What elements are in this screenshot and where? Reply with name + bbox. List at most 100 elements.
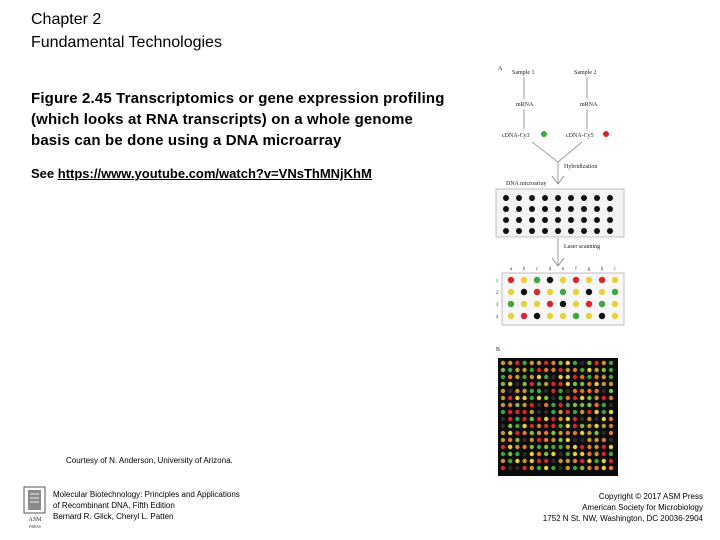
photo-spot: [508, 360, 513, 366]
svg-text:PRESS: PRESS: [29, 524, 41, 529]
photo-spot: [601, 402, 606, 408]
photo-spot: [529, 423, 534, 429]
photo-spot: [565, 374, 570, 380]
photo-spot: [608, 388, 614, 394]
photo-spot: [558, 416, 563, 422]
photo-spot: [594, 430, 599, 436]
scanned-spot: [585, 288, 593, 296]
scanned-spot: [507, 288, 515, 296]
photo-spot: [572, 374, 578, 380]
photo-spot: [500, 360, 506, 366]
dna-microarray-spots: [503, 195, 613, 234]
photo-spot: [522, 395, 527, 401]
photo-spot: [536, 437, 542, 443]
book-line-1: Molecular Biotechnology: Principles and …: [53, 490, 240, 499]
row-label: 2: [496, 291, 499, 296]
photo-spot: [580, 374, 585, 380]
photo-spot: [515, 402, 520, 408]
photo-spot: [551, 423, 556, 429]
photo-spot: [565, 451, 570, 457]
photo-spot: [587, 451, 592, 457]
photo-spot: [565, 402, 570, 408]
photo-spot: [536, 458, 542, 464]
photo-spot: [529, 395, 534, 401]
photo-spot: [587, 437, 592, 443]
video-link[interactable]: https://www.youtube.com/watch?v=VNsThMNj…: [57, 166, 372, 181]
photo-spot: [601, 437, 606, 443]
photo-spot: [587, 409, 592, 415]
scanned-spot: [507, 300, 515, 308]
array-spot: [555, 217, 561, 223]
photo-spot: [508, 437, 513, 443]
photo-spot: [522, 367, 527, 373]
copyright-line-3: 1752 N St. NW, Washington, DC 20036-2904: [542, 514, 703, 523]
photo-spot: [580, 423, 585, 429]
photo-spot: [558, 423, 563, 429]
scanned-spot: [598, 288, 606, 296]
arrowhead-laser: [551, 257, 565, 267]
photo-spot: [544, 423, 549, 429]
photo-spot: [522, 451, 527, 457]
photo-spot: [558, 451, 563, 457]
photo-spot: [515, 367, 520, 373]
scanned-spot: [507, 312, 515, 320]
photo-spot: [601, 388, 606, 394]
see-prefix: See: [31, 166, 58, 181]
photo-spot: [580, 465, 585, 471]
scanned-array-spots: [507, 276, 619, 320]
photo-spot: [529, 374, 534, 380]
photo-spot: [522, 437, 527, 443]
photo-spot: [580, 430, 585, 436]
photo-spot: [558, 458, 563, 464]
photo-spot: [565, 388, 570, 394]
photo-spot: [529, 416, 534, 422]
photo-spot: [536, 388, 542, 394]
photo-spot: [500, 388, 506, 394]
column-label: a: [510, 267, 513, 272]
photo-spot: [587, 388, 592, 394]
photo-spot: [536, 402, 542, 408]
array-spot: [607, 228, 613, 234]
laser-scanning-label: Laser scanning: [564, 244, 600, 250]
photo-spot: [580, 458, 585, 464]
scanned-spot: [520, 288, 528, 296]
photo-spot: [529, 402, 534, 408]
photo-spot: [500, 444, 506, 450]
array-spot: [516, 206, 522, 212]
photo-spot: [515, 395, 520, 401]
photo-spot: [529, 465, 534, 471]
cdna-cy3-label: cDNA-Cy3: [502, 133, 530, 139]
array-spot: [568, 206, 574, 212]
photo-spot: [572, 458, 578, 464]
photo-spot: [580, 367, 585, 373]
photo-spot: [601, 444, 606, 450]
array-spot: [581, 195, 587, 201]
photo-spot: [558, 402, 563, 408]
photo-spot: [515, 451, 520, 457]
photo-spot: [522, 430, 527, 436]
scanned-spot: [533, 312, 541, 320]
photo-spot: [608, 395, 614, 401]
photo-spot: [572, 465, 578, 471]
scanned-spot: [611, 288, 619, 296]
photo-spot: [529, 409, 534, 415]
photo-spot: [558, 437, 563, 443]
photo-spot: [594, 360, 599, 366]
scanned-spot: [598, 276, 606, 284]
array-spot: [542, 217, 548, 223]
photo-spot: [529, 381, 534, 387]
photo-spot: [572, 416, 578, 422]
photo-spot: [580, 409, 585, 415]
scanned-spot: [520, 276, 528, 284]
photo-spot: [558, 381, 563, 387]
scanned-spot: [507, 276, 515, 284]
column-label: i: [614, 267, 616, 272]
photo-spot: [508, 458, 513, 464]
scanned-spot: [572, 276, 580, 284]
scanned-spot: [520, 312, 528, 320]
photo-spot: [536, 367, 542, 373]
arrow-cy5-merge: [557, 141, 583, 163]
photo-spot: [536, 360, 542, 366]
arrow-cy3-merge: [531, 141, 559, 163]
figure-caption: Figure 2.45 Transcriptomics or gene expr…: [31, 90, 445, 149]
